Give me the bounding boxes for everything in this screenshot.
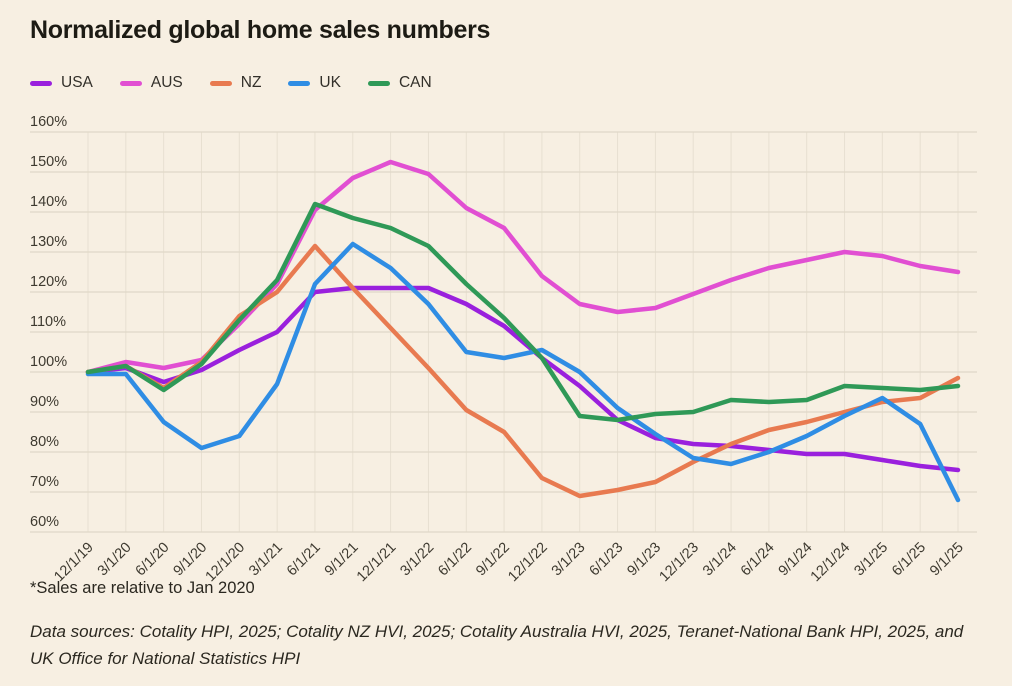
x-tick-label: 9/1/25 — [927, 540, 967, 580]
footnote: *Sales are relative to Jan 2020 — [30, 579, 255, 597]
legend-label: AUS — [150, 74, 183, 91]
x-tick-label: 12/1/20 — [203, 540, 249, 583]
y-tick-label: 60% — [30, 514, 59, 530]
x-tick-label: 3/1/23 — [549, 540, 589, 580]
series-line-nz — [85, 243, 961, 499]
legend-label: USA — [61, 74, 93, 91]
data-sources-note: Data sources: Cotality HPI, 2025; Cotali… — [30, 622, 964, 668]
series-line-usa — [85, 285, 961, 473]
y-tick-label: 150% — [30, 154, 67, 170]
x-tick-label: 6/1/24 — [738, 540, 778, 580]
legend-swatch-nz — [209, 80, 232, 86]
x-tick-label: 6/1/25 — [889, 540, 929, 580]
y-tick-label: 80% — [30, 434, 59, 450]
legend-item-uk: UK — [288, 74, 341, 92]
x-tick-label: 3/1/24 — [700, 540, 740, 580]
x-tick-label: 3/1/21 — [246, 540, 286, 580]
home-sales-line-chart: 160% 150% 140% 130% 120% 110% 100% 90% 80% 70% 60%… — [30, 114, 977, 583]
x-tick-label: 6/1/23 — [587, 540, 627, 580]
series-line-can — [85, 201, 961, 423]
x-tick-label: 12/1/24 — [808, 540, 854, 583]
legend-swatch-usa — [30, 80, 52, 86]
y-tick-label: 140% — [30, 194, 67, 210]
y-tick-label: 110% — [30, 314, 66, 330]
chart-legend: USA AUS NZ UK CAN — [30, 74, 432, 92]
y-tick-label: 120% — [30, 274, 67, 290]
x-tick-label: 3/1/20 — [95, 540, 135, 580]
y-tick-label: 100% — [30, 354, 67, 370]
x-tick-label: 6/1/22 — [435, 540, 475, 580]
legend-swatch-can — [367, 80, 390, 86]
y-tick-label: 70% — [30, 474, 59, 490]
y-tick-label: 90% — [30, 394, 59, 410]
x-tick-label: 3/1/25 — [851, 540, 891, 580]
x-tick-label: 3/1/22 — [397, 540, 437, 580]
legend-label: NZ — [240, 74, 262, 91]
series-line-uk — [85, 241, 961, 503]
x-tick-label: 12/1/19 — [51, 540, 97, 583]
x-tick-label: 12/1/23 — [657, 540, 703, 583]
legend-item-usa: USA — [30, 74, 93, 92]
x-tick-label: 12/1/22 — [505, 540, 551, 583]
y-tick-label: 130% — [30, 234, 67, 250]
legend-label: CAN — [398, 74, 432, 91]
x-tick-label: 6/1/21 — [284, 540, 324, 580]
x-tick-label: 6/1/20 — [133, 540, 173, 580]
legend-item-aus: AUS — [119, 74, 183, 92]
x-tick-label: 12/1/21 — [354, 540, 400, 583]
legend-item-nz: NZ — [209, 74, 262, 92]
legend-label: UK — [319, 74, 341, 91]
legend-item-can: CAN — [367, 74, 432, 92]
chart-title: Normalized global home sales numbers — [30, 16, 491, 44]
y-tick-label: 160% — [30, 114, 67, 130]
legend-swatch-aus — [119, 80, 142, 86]
legend-swatch-uk — [288, 80, 311, 86]
